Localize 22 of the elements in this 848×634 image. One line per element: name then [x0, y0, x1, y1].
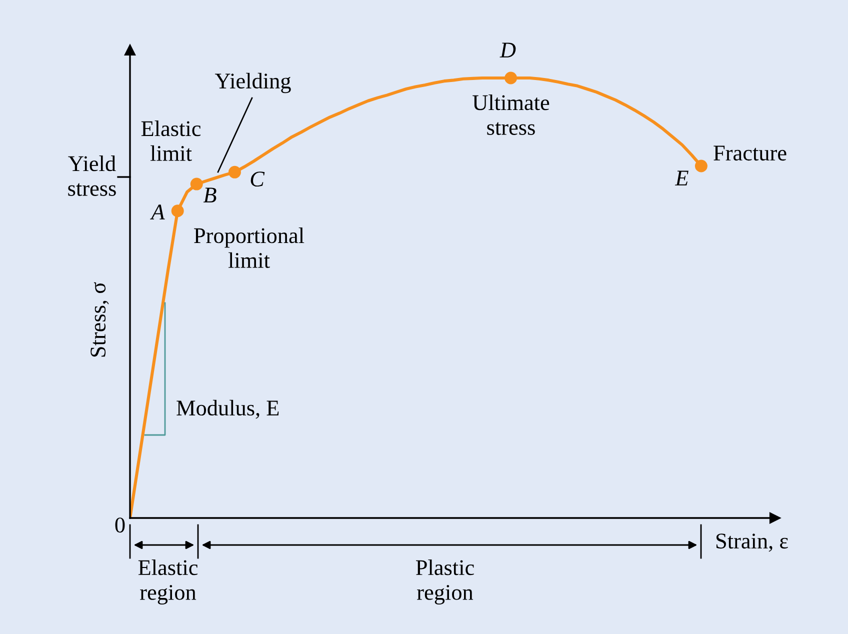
- x-axis-title: Strain, ε: [716, 534, 788, 552]
- annotation: A: [150, 204, 165, 220]
- annotation: C: [250, 172, 265, 187]
- point: [190, 178, 203, 190]
- y-axis-title: Stress, σ: [90, 282, 109, 357]
- point: [504, 72, 518, 84]
- annotation: Modulus, E: [176, 400, 279, 419]
- point: [171, 204, 184, 218]
- text: Plastic region: [416, 560, 474, 604]
- text: Yield stress: [68, 156, 116, 196]
- annotation: Yielding: [214, 72, 291, 94]
- annotation: Elastic limit: [141, 120, 201, 161]
- annotation: B: [203, 188, 216, 202]
- text: Elastic region: [138, 560, 198, 604]
- point: [228, 166, 241, 178]
- text: Fracture: [714, 146, 786, 161]
- annotation: E: [674, 170, 688, 186]
- text: D: [500, 42, 516, 58]
- annotation: Ultimate stress: [472, 94, 550, 135]
- point: [694, 160, 708, 172]
- text: 0: [115, 518, 125, 533]
- annotation: Proportional limit: [194, 228, 304, 268]
